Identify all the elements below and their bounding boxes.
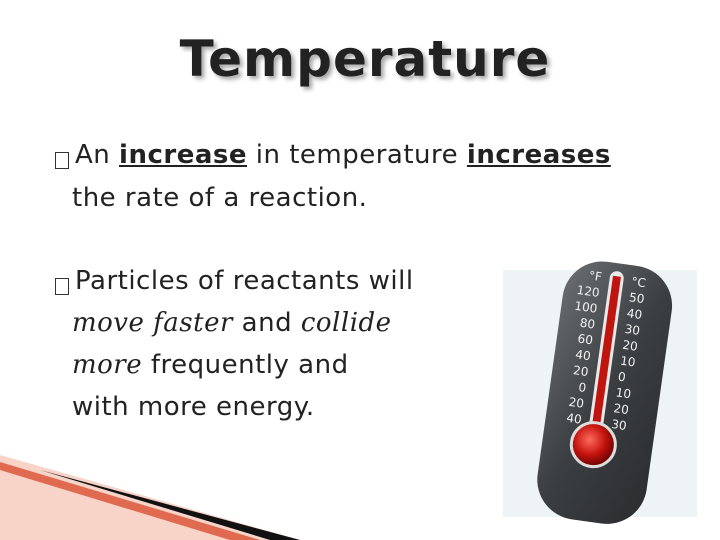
- slide-title: Temperature: [179, 30, 551, 88]
- text-run: in temperature: [246, 140, 467, 170]
- text-run: frequently and: [142, 350, 349, 380]
- text-line: with more energy.: [72, 392, 315, 422]
- bullet-marker: [55, 278, 69, 295]
- scale-label: 120: [576, 283, 601, 300]
- text-run: increases: [466, 140, 611, 170]
- scale-label: 30: [610, 417, 627, 433]
- text-run: with more energy.: [72, 392, 315, 422]
- text-run: move faster: [72, 308, 233, 338]
- text-run: increase: [119, 140, 247, 170]
- scale-label: 80: [579, 316, 596, 332]
- scale-label: 40: [566, 411, 583, 427]
- scale-label: 20: [613, 401, 630, 417]
- scale-label: 0: [578, 380, 588, 395]
- scale-label: 20: [622, 338, 639, 354]
- text-line: the rate of a reaction.: [72, 183, 367, 213]
- scale-label: 50: [628, 290, 645, 306]
- bullet-marker: [55, 152, 69, 169]
- text-run: and: [232, 308, 301, 338]
- scale-label: 40: [574, 347, 591, 363]
- text-run: more: [72, 350, 143, 380]
- corner-shape: [40, 470, 300, 540]
- scale-label: 10: [619, 354, 636, 370]
- thermo-mercury: [590, 275, 621, 436]
- scale-label: 20: [572, 363, 589, 379]
- scale-label: 10: [615, 385, 632, 401]
- scale-label: 30: [624, 322, 641, 338]
- text-line: move faster and collide: [72, 308, 392, 338]
- thermo-bulb: [569, 421, 617, 469]
- text-run: Particles of reactants will: [75, 266, 414, 296]
- scale-label: °F: [588, 268, 603, 284]
- scale-label: 60: [577, 331, 594, 347]
- scale-label: °C: [630, 274, 646, 290]
- corner-shape: [0, 462, 260, 540]
- scale-label: 40: [626, 306, 643, 322]
- text-line: more frequently and: [72, 350, 349, 380]
- text-run: collide: [300, 308, 392, 338]
- text-run: An: [75, 140, 120, 170]
- text-line: An increase in temperature increases: [75, 140, 611, 170]
- scale-label: 100: [574, 299, 599, 316]
- corner-shape: [0, 455, 300, 540]
- scale-label: 20: [568, 395, 585, 411]
- scale-label: 0: [617, 369, 627, 384]
- text-run: the rate of a reaction.: [72, 183, 368, 213]
- text-line: Particles of reactants will: [75, 266, 414, 296]
